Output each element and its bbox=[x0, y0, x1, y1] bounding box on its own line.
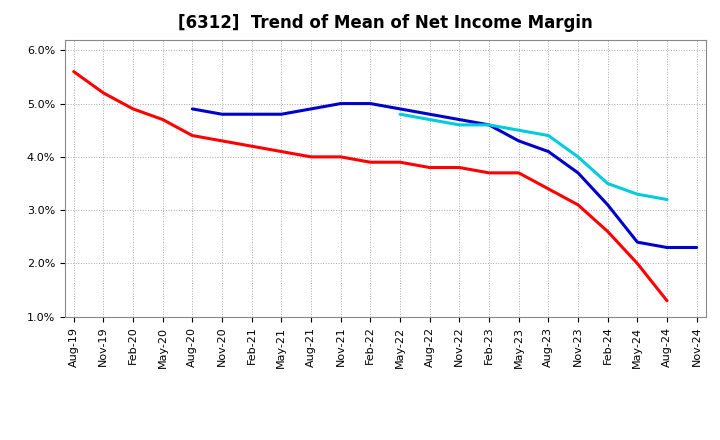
3 Years bbox=[426, 165, 434, 170]
5 Years bbox=[336, 101, 345, 106]
3 Years bbox=[277, 149, 286, 154]
3 Years bbox=[248, 143, 256, 149]
3 Years bbox=[188, 133, 197, 138]
7 Years bbox=[426, 117, 434, 122]
5 Years bbox=[662, 245, 671, 250]
7 Years bbox=[574, 154, 582, 160]
3 Years bbox=[485, 170, 493, 176]
3 Years bbox=[514, 170, 523, 176]
7 Years bbox=[514, 128, 523, 133]
3 Years bbox=[158, 117, 167, 122]
3 Years bbox=[396, 160, 405, 165]
5 Years bbox=[693, 245, 701, 250]
3 Years bbox=[336, 154, 345, 160]
Title: [6312]  Trend of Mean of Net Income Margin: [6312] Trend of Mean of Net Income Margi… bbox=[178, 15, 593, 33]
3 Years bbox=[307, 154, 315, 160]
5 Years bbox=[574, 170, 582, 176]
5 Years bbox=[633, 239, 642, 245]
3 Years bbox=[217, 138, 226, 143]
3 Years bbox=[544, 186, 553, 191]
5 Years bbox=[485, 122, 493, 128]
5 Years bbox=[188, 106, 197, 111]
3 Years bbox=[662, 298, 671, 304]
5 Years bbox=[514, 138, 523, 143]
5 Years bbox=[277, 112, 286, 117]
3 Years bbox=[129, 106, 138, 111]
7 Years bbox=[485, 122, 493, 128]
5 Years bbox=[307, 106, 315, 111]
3 Years bbox=[633, 261, 642, 266]
7 Years bbox=[544, 133, 553, 138]
5 Years bbox=[455, 117, 464, 122]
5 Years bbox=[603, 202, 612, 208]
3 Years bbox=[603, 229, 612, 234]
3 Years bbox=[455, 165, 464, 170]
5 Years bbox=[396, 106, 405, 111]
5 Years bbox=[366, 101, 374, 106]
Line: 7 Years: 7 Years bbox=[400, 114, 667, 199]
5 Years bbox=[544, 149, 553, 154]
Line: 3 Years: 3 Years bbox=[73, 72, 667, 301]
5 Years bbox=[426, 112, 434, 117]
3 Years bbox=[69, 69, 78, 74]
5 Years bbox=[248, 112, 256, 117]
3 Years bbox=[99, 90, 108, 95]
7 Years bbox=[662, 197, 671, 202]
Line: 5 Years: 5 Years bbox=[192, 103, 697, 247]
5 Years bbox=[217, 112, 226, 117]
7 Years bbox=[603, 181, 612, 186]
3 Years bbox=[574, 202, 582, 208]
3 Years bbox=[366, 160, 374, 165]
7 Years bbox=[396, 112, 405, 117]
7 Years bbox=[455, 122, 464, 128]
7 Years bbox=[633, 191, 642, 197]
